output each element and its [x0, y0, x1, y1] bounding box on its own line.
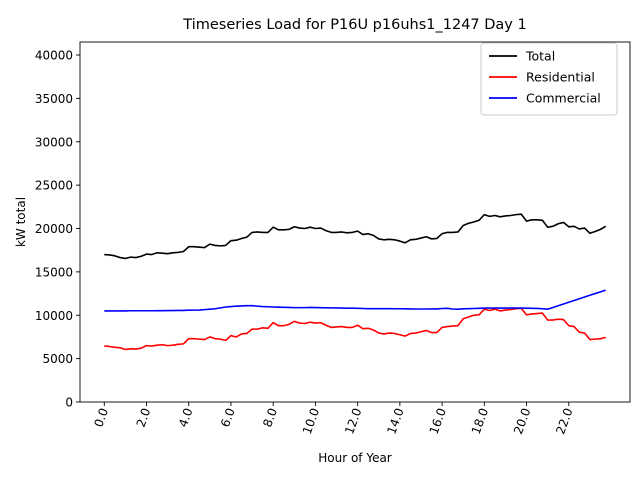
x-tick-label: 0.0	[91, 406, 111, 429]
y-axis-label: kW total	[14, 197, 28, 247]
y-tick-label: 15000	[35, 265, 73, 279]
series-line-commercial	[104, 289, 606, 312]
legend: Total Residential Commercial	[480, 42, 618, 116]
y-tick-label: 40000	[35, 49, 73, 63]
legend-box	[480, 42, 618, 116]
series-lines	[104, 213, 607, 351]
x-tick-label: 2.0	[134, 406, 154, 429]
series-line-total	[104, 213, 607, 260]
y-tick-label: 30000	[35, 135, 73, 149]
axes: 0 5000 10000 15000 20000 25000 30000 35000 40000…	[35, 41, 631, 436]
legend-label-total: Total	[525, 49, 555, 64]
x-tick-label: 8.0	[260, 406, 280, 429]
x-tick-label: 6.0	[218, 406, 238, 429]
y-tick-label: 25000	[35, 179, 73, 193]
y-tick-label: 5000	[42, 352, 73, 366]
x-tick-label: 4.0	[176, 406, 196, 429]
y-tick-label: 35000	[35, 92, 73, 106]
axes-frame	[79, 41, 631, 403]
legend-label-residential: Residential	[526, 70, 595, 85]
y-tick-label: 20000	[35, 222, 73, 236]
chart-title: Timeseries Load for P16U p16uhs1_1247 Da…	[182, 17, 526, 33]
y-tick-label: 10000	[35, 309, 73, 323]
legend-label-commercial: Commercial	[526, 91, 601, 106]
series-line-residential	[104, 307, 606, 351]
x-axis-label: Hour of Year	[318, 451, 392, 465]
y-tick-label: 0	[65, 396, 73, 410]
